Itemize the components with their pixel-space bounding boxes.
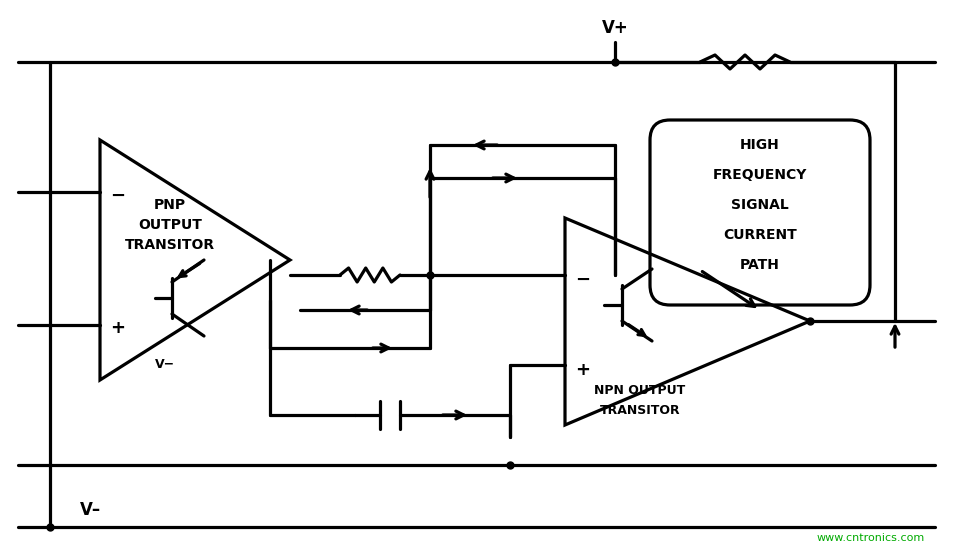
Text: −: − xyxy=(111,187,125,205)
Text: FREQUENCY: FREQUENCY xyxy=(713,168,807,182)
Text: V−: V− xyxy=(155,358,175,371)
Text: −: − xyxy=(576,271,591,289)
Text: +: + xyxy=(576,361,591,379)
Text: NPN OUTPUT: NPN OUTPUT xyxy=(595,383,685,397)
Text: SIGNAL: SIGNAL xyxy=(731,198,789,212)
Text: TRANSITOR: TRANSITOR xyxy=(599,404,681,416)
Text: V+: V+ xyxy=(601,19,628,37)
Text: www.cntronics.com: www.cntronics.com xyxy=(816,533,925,543)
Text: PNP: PNP xyxy=(154,198,186,212)
Text: OUTPUT: OUTPUT xyxy=(138,218,202,232)
Text: CURRENT: CURRENT xyxy=(723,228,797,242)
Text: TRANSITOR: TRANSITOR xyxy=(125,238,215,252)
Text: PATH: PATH xyxy=(740,258,780,272)
Text: V–: V– xyxy=(79,501,100,519)
Text: +: + xyxy=(111,319,125,337)
Text: HIGH: HIGH xyxy=(740,138,780,152)
